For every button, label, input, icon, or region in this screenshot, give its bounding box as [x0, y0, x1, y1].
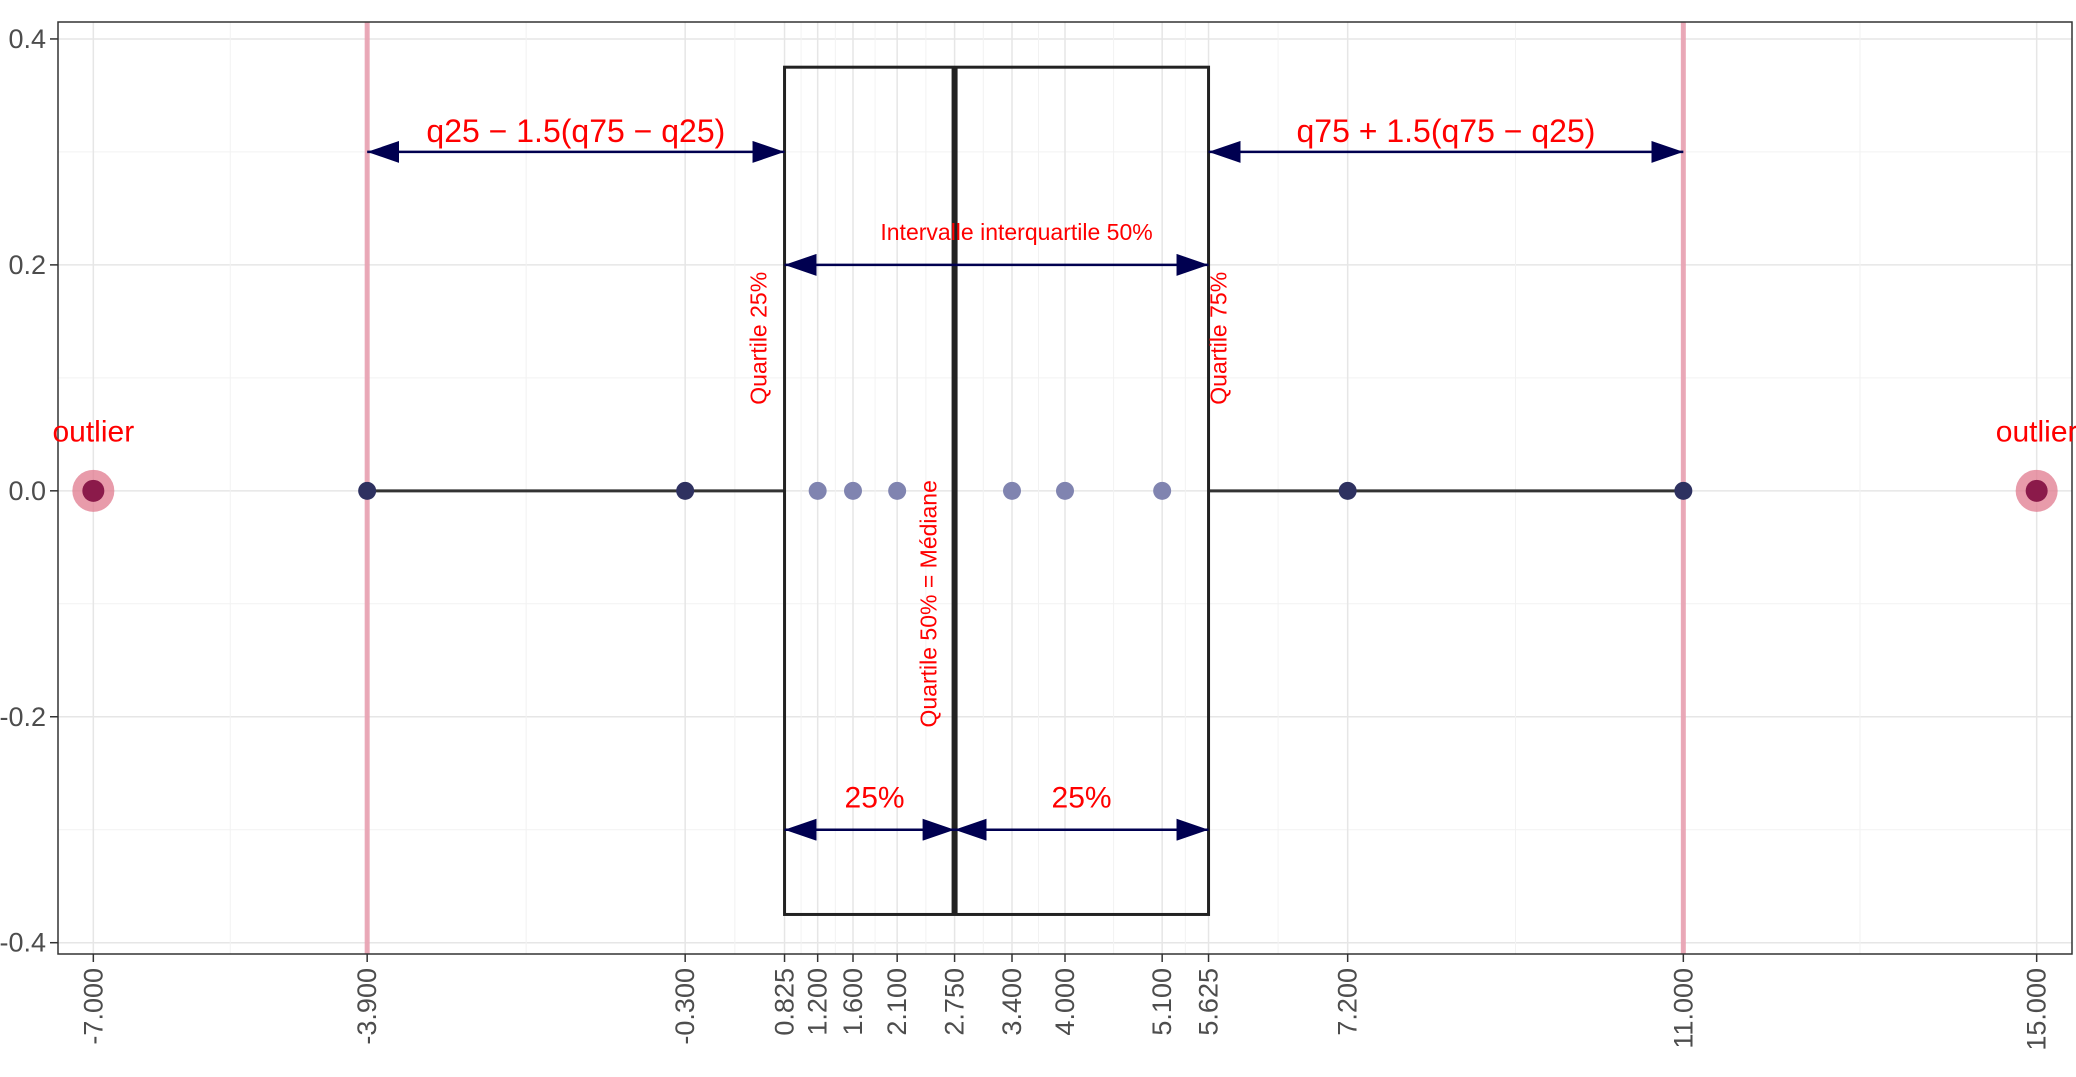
box-rect — [783, 65, 1211, 916]
x-tick-label: 5.100 — [1147, 968, 1177, 1036]
median-label: Quartile 50% = Médiane — [916, 480, 942, 727]
annotation-arrows — [367, 140, 1684, 841]
inner-point — [1003, 481, 1021, 500]
lower-fence-formula: q25 − 1.5(q75 − q25) — [426, 113, 725, 149]
x-tick-label: 3.400 — [997, 968, 1027, 1036]
pct-right-label: 25% — [1052, 782, 1112, 815]
outlier-point — [2025, 479, 2048, 502]
upper-fence-formula: q75 + 1.5(q75 − q25) — [1296, 113, 1595, 149]
whisker-point — [676, 481, 695, 500]
outlier-right-label: outlier — [1996, 416, 2076, 449]
x-tick-label: 1.200 — [803, 968, 833, 1036]
x-tick-label: 11.000 — [1668, 968, 1698, 1049]
pct-left-label: 25% — [845, 782, 905, 815]
quartile-75-label: Quartile 75% — [1206, 272, 1232, 405]
inner-point — [844, 481, 862, 500]
x-tick-label: 1.600 — [838, 968, 868, 1036]
outlier-point — [82, 479, 105, 502]
inner-point — [1056, 481, 1074, 500]
y-tick-label: -0.2 — [0, 702, 46, 732]
fence-lines — [364, 22, 1686, 954]
inner-point — [1153, 481, 1172, 500]
whisker-point — [358, 481, 377, 500]
x-tick-label: 2.750 — [940, 968, 970, 1036]
x-tick-label: -0.300 — [670, 968, 700, 1045]
x-axis: -7.000 -3.900 -0.300 0.825 1.200 1.600 2.100 2.… — [78, 954, 2052, 1051]
data-points — [72, 469, 2058, 512]
x-tick-label: -7.000 — [78, 968, 108, 1045]
x-tick-label: 0.825 — [770, 968, 800, 1036]
iqr-box — [783, 65, 1211, 916]
x-tick-label: 2.100 — [882, 968, 912, 1036]
iqr-label: Intervalle interquartile 50% — [880, 219, 1152, 245]
x-tick-label: 15.000 — [2022, 968, 2052, 1051]
quartile-25-label: Quartile 25% — [746, 272, 772, 405]
x-tick-label: 4.000 — [1050, 968, 1080, 1036]
whisker-point — [1338, 481, 1357, 500]
inner-point — [808, 481, 827, 500]
x-tick-label: -3.900 — [352, 968, 382, 1045]
y-tick-label: 0.2 — [8, 250, 46, 280]
y-tick-label: 0.0 — [8, 476, 46, 506]
y-tick-label: 0.4 — [8, 24, 46, 54]
x-tick-label: 7.200 — [1333, 968, 1363, 1036]
x-tick-label: 5.625 — [1194, 968, 1224, 1036]
outlier-left-label: outlier — [52, 416, 134, 449]
inner-point — [888, 481, 907, 500]
y-axis: 0.4 0.2 0.0 -0.2 -0.4 — [0, 24, 58, 958]
whisker-point — [1674, 481, 1693, 500]
y-tick-label: -0.4 — [0, 928, 46, 958]
